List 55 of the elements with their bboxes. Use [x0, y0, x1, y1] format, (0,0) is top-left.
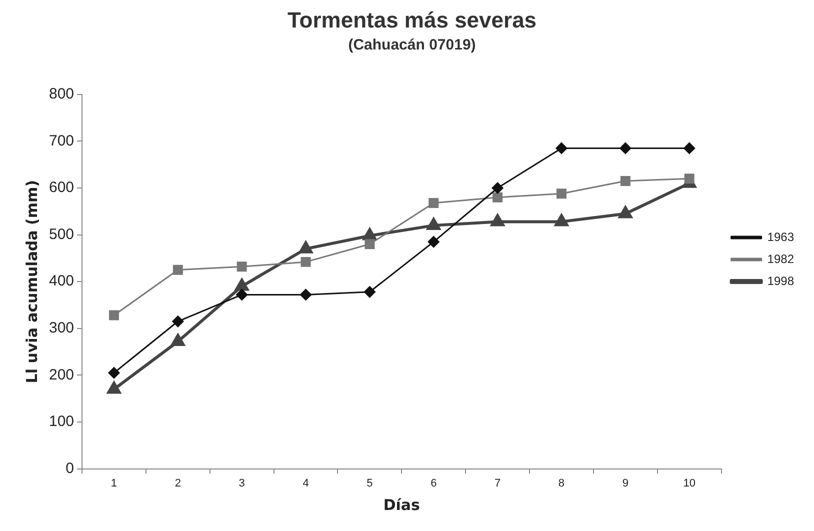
y-tick-label: 100 [48, 413, 74, 430]
y-tick-label: 200 [48, 366, 74, 384]
point [684, 174, 694, 184]
legend-label: 1963 [767, 230, 794, 244]
point [300, 288, 312, 300]
point [618, 206, 632, 218]
x-tick-label: 1 [110, 477, 118, 490]
point [556, 142, 568, 154]
x-tick-label: 3 [238, 477, 245, 490]
point [426, 218, 440, 230]
point [172, 264, 183, 275]
chart-subtitle: (Cahuacán 07019) [348, 36, 476, 54]
point [300, 256, 311, 267]
point [236, 288, 248, 300]
x-axis-title: Días [383, 496, 420, 514]
point [554, 214, 568, 226]
point [299, 241, 312, 254]
point [363, 228, 376, 240]
point [490, 214, 504, 226]
point [364, 286, 376, 298]
point [684, 142, 696, 154]
point [556, 188, 566, 199]
point [172, 316, 184, 328]
point [364, 239, 375, 250]
x-tick-label: 5 [366, 477, 373, 490]
point [492, 182, 504, 194]
legend-label: 1982 [767, 252, 794, 266]
x-tick-label: 2 [174, 477, 181, 490]
x-tick-label: 4 [302, 477, 309, 490]
point [492, 192, 503, 202]
y-tick-label: 700 [48, 132, 74, 150]
x-tick-label: 6 [430, 477, 437, 490]
point [620, 142, 632, 154]
point [235, 278, 249, 291]
x-tick-label: 9 [622, 477, 628, 490]
point [109, 310, 119, 320]
x-tick-label: 7 [494, 477, 501, 490]
x-tick-label: 8 [558, 477, 565, 490]
point [171, 334, 185, 346]
y-tick-label: 500 [48, 226, 74, 243]
y-tick-label: 300 [48, 320, 74, 337]
y-tick-label: 0 [66, 460, 74, 477]
point [236, 262, 247, 272]
point [108, 367, 120, 379]
y-tick-label: 600 [48, 179, 74, 196]
y-tick-label: 400 [48, 272, 74, 290]
legend-label: 1998 [767, 274, 794, 288]
y-axis-title: Ll uvia acumulada (mm) [22, 180, 41, 384]
point [428, 198, 439, 208]
x-tick-label: 10 [683, 477, 696, 490]
y-tick-label: 800 [48, 86, 74, 103]
point [107, 382, 121, 394]
point [620, 176, 630, 186]
chart-title: Tormentas más severas [287, 7, 537, 32]
point [428, 236, 440, 248]
